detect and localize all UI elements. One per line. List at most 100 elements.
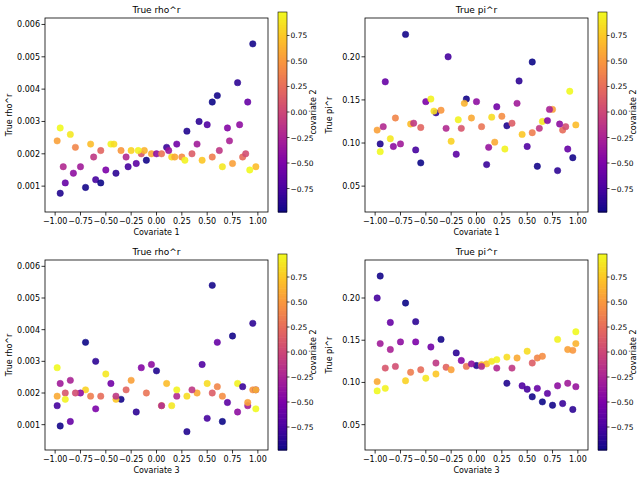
x-tick [552,212,553,216]
point [158,402,164,408]
y-tick-label: 0.20 [342,294,360,303]
y-tick-label: 0.20 [342,53,360,62]
point [118,147,124,153]
colorbar-tick [287,402,290,403]
point [90,154,96,160]
colorbar-tick [607,352,610,353]
point [407,369,413,375]
title: True pi^r [455,5,498,15]
point [536,125,542,131]
point [485,144,491,150]
point [182,157,188,163]
point [125,164,131,170]
point [468,361,474,367]
point [204,380,210,386]
point [77,164,83,170]
point [234,79,240,85]
point [573,383,579,389]
y-tick [362,382,366,383]
point [494,365,500,371]
colorbar: −0.75−0.50−0.250.000.250.500.75covariate… [278,254,318,451]
x-tick-label: 0.50 [198,217,216,226]
point [433,360,439,366]
point [397,141,403,147]
point [504,380,510,386]
colorbar-tick [607,327,610,328]
x-tick-label: −0.75 [68,455,93,464]
colorbar: −0.75−0.50−0.250.000.250.500.75covariate… [278,12,318,213]
colorbar-tick [287,137,290,138]
point [468,115,474,121]
point [245,99,251,105]
x-tick [131,212,132,216]
x-tick-label: 1.00 [569,455,587,464]
point [392,115,398,121]
colorbar-tick [287,327,290,328]
point [54,364,60,370]
point [504,354,510,360]
point [243,151,249,157]
point [253,387,259,393]
point [70,170,76,176]
point [554,336,560,342]
point [153,368,159,374]
point [412,147,418,153]
point [418,124,424,130]
point [374,388,380,394]
point [514,355,520,361]
x-tick [375,450,376,454]
point [67,418,73,424]
point [549,402,555,408]
colorbar-tick [287,277,290,278]
point [82,339,88,345]
colorbar-label: covariate 2 [309,89,318,134]
x-tick [80,450,81,454]
point [539,353,545,359]
y-tick [42,393,46,394]
y-tick-label: 0.003 [17,117,40,126]
x-tick [425,212,426,216]
point [236,122,242,128]
colorbar-tick-label: 0.50 [291,298,308,307]
point [214,339,220,345]
point [438,336,444,342]
point [402,300,408,306]
x-tick-label: 0.50 [198,455,216,464]
x-tick-label: 0.50 [518,217,536,226]
point [461,100,467,106]
y-axis-label: True rho^r [5,93,14,137]
axes-frame [45,260,268,450]
y-tick-label: 0.002 [17,150,40,159]
point [382,385,388,391]
axes-frame [365,18,588,212]
point [209,154,215,160]
point [103,167,109,173]
colorbar-tick [607,402,610,403]
y-tick [362,298,366,299]
colorbar-tick-label: −0.50 [291,398,314,407]
y-tick-label: 0.002 [17,389,40,398]
point [418,160,424,166]
x-tick [257,212,258,216]
y-tick-label: 0.001 [17,182,40,191]
point [418,367,424,373]
y-tick [42,153,46,154]
y-tick-label: 0.003 [17,357,40,366]
point [492,139,498,145]
point [380,123,386,129]
point [158,151,164,157]
point [98,393,104,399]
y-tick-label: 0.004 [17,326,40,335]
points [374,31,579,174]
point [204,122,210,128]
point [392,363,398,369]
colorbar-tick-label: 0.25 [611,82,628,91]
point [559,400,565,406]
point [544,390,550,396]
x-tick [232,212,233,216]
colorbar-label: covariate 2 [629,329,638,374]
point [382,79,388,85]
x-tick [181,450,182,454]
point [216,147,222,153]
points [54,282,259,435]
